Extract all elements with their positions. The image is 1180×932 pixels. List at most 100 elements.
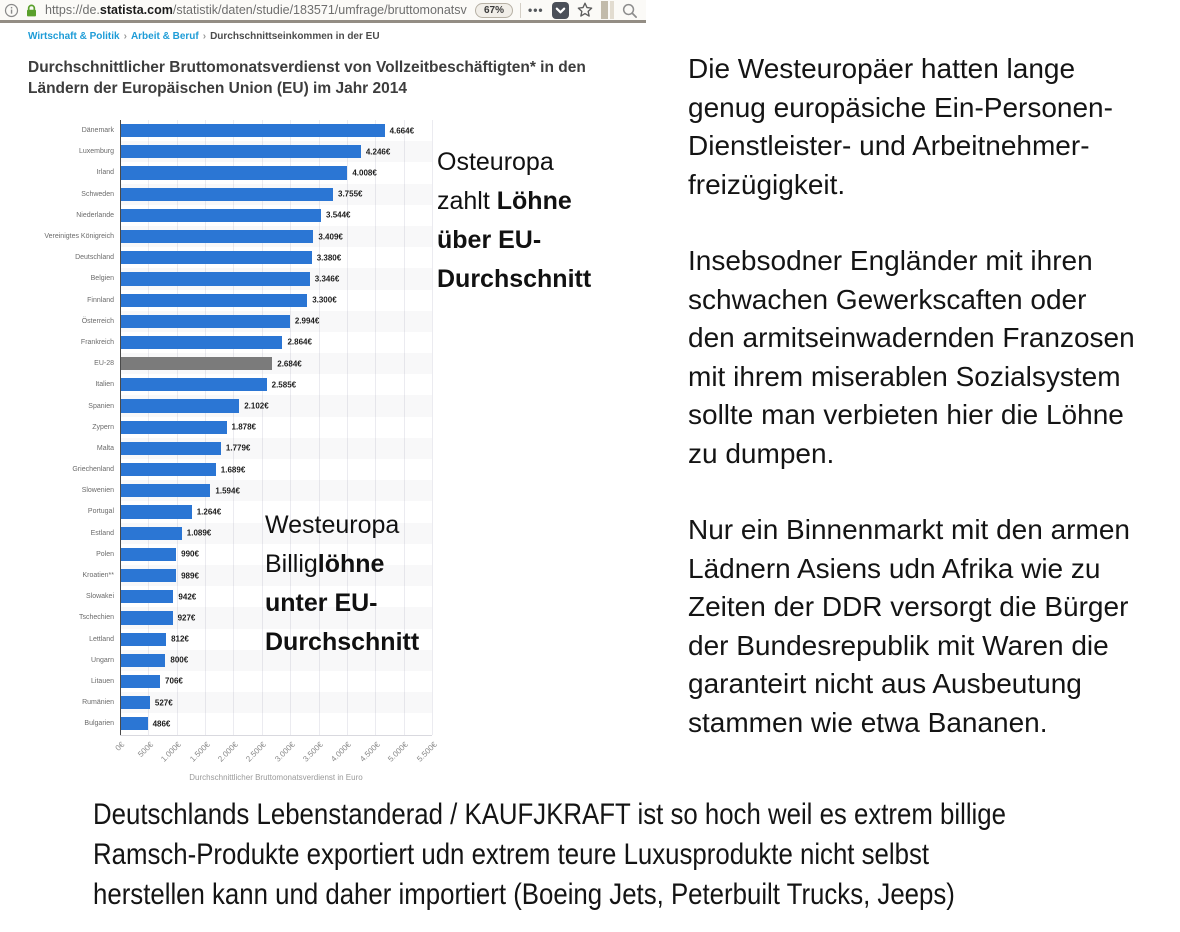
- chart-row: Rumänien 527€: [36, 692, 432, 714]
- chart-bar: [120, 145, 361, 159]
- chart-row: Irland 4.008€: [36, 162, 432, 183]
- chart-gridline: [233, 120, 235, 735]
- chart-row: Deutschland 3.380€: [36, 247, 432, 268]
- url-scheme: https://de.: [45, 3, 100, 17]
- chart-row: Ungarn 800€: [36, 649, 432, 671]
- chart-row-track: 2.585€: [120, 374, 432, 395]
- chart-row: Kroatien** 989€: [36, 564, 432, 587]
- chart-category-label: EU-28: [94, 360, 114, 368]
- chart-row: Schweden 3.755€: [36, 183, 432, 205]
- pocket-icon[interactable]: [551, 1, 569, 19]
- chart-row-track: 2.864€: [120, 332, 432, 353]
- chart-bar: [120, 590, 174, 604]
- chart-bar-value: 4.008€: [352, 168, 377, 178]
- chart-category-label: Polen: [96, 550, 114, 558]
- chart-category-label: Portugal: [87, 508, 114, 516]
- paragraph-3: Nur ein Binnenmarkt mit den armen Lädner…: [688, 514, 1130, 738]
- statista-bar-chart: Dänemark 4.664€ Luxemburg 4.246€ Irland 4.008…: [36, 120, 439, 782]
- chart-category-label: Kroatien**: [82, 572, 114, 580]
- chart-x-axis-ticks: 0€ 500€ 1.000€ 1.500€ 2.000€ 2.500€ 3.000€ 3.50…: [113, 740, 439, 764]
- chart-gridline: [375, 120, 377, 735]
- chart-row: Slowenien 1.594€: [36, 480, 432, 502]
- bookmark-star-icon[interactable]: [576, 1, 594, 19]
- chart-bar-value: 3.300€: [312, 295, 337, 305]
- chart-row-track: 2.684€: [120, 353, 432, 375]
- chart-bar: [120, 314, 290, 328]
- chart-category-label: Dänemark: [81, 127, 114, 135]
- chart-row-track: 800€: [120, 649, 432, 671]
- chart-bar: [120, 251, 312, 265]
- lock-icon[interactable]: [24, 3, 39, 18]
- chart-row: Spanien 2.102€: [36, 395, 432, 417]
- chart-bar-value: 927€: [177, 613, 196, 623]
- chart-category-label: Litauen: [91, 677, 114, 685]
- chart-row: Finnland 3.300€: [36, 290, 432, 311]
- chart-bar-value: 989€: [181, 571, 199, 581]
- breadcrumb-item[interactable]: Arbeit & Beruf: [130, 31, 199, 42]
- chart-gridline: [318, 120, 320, 735]
- chart-row: Griechenland 1.689€: [36, 459, 432, 480]
- chart-bar-value: 527€: [154, 698, 173, 708]
- annotation-line: zahlt Löhne: [437, 187, 572, 215]
- chart-bar-value: 2.102€: [244, 401, 269, 411]
- chart-row-track: 527€: [120, 692, 432, 714]
- chart-row-track: 1.689€: [120, 459, 432, 480]
- chart-row-track: 2.102€: [120, 395, 432, 417]
- chart-bar-value: 2.864€: [287, 337, 312, 347]
- chart-bar-value: 1.779€: [225, 443, 251, 453]
- chart-row: Frankreich 2.864€: [36, 332, 432, 353]
- chart-row-track: 486€: [120, 713, 432, 734]
- chart-x-axis-label: Durchschnittlicher Bruttomonatsverdienst…: [189, 773, 363, 782]
- chart-row-track: 990€: [120, 544, 432, 565]
- annotation-line: Osteuropa: [437, 148, 554, 176]
- zoom-level-badge[interactable]: 67%: [475, 2, 514, 18]
- chart-row-track: 3.380€: [120, 247, 432, 268]
- search-icon[interactable]: [621, 2, 638, 19]
- info-icon[interactable]: [4, 3, 19, 18]
- chart-row: Italien 2.585€: [36, 374, 432, 395]
- chart-bar: [120, 547, 177, 561]
- chart-bar-value: 2.994€: [294, 316, 320, 326]
- chart-row: Portugal 1.264€: [36, 501, 432, 522]
- breadcrumb-item[interactable]: Wirtschaft & Politik: [28, 31, 120, 42]
- chart-row-track: 3.544€: [120, 205, 432, 226]
- chart-bar-value: 3.346€: [314, 274, 340, 284]
- chart-category-label: Luxemburg: [78, 148, 114, 156]
- chart-bar-value: 3.409€: [318, 232, 343, 242]
- chart-row-track: 706€: [120, 671, 432, 692]
- chart-row-track: 1.594€: [120, 480, 432, 502]
- chart-bar-value: 3.755€: [338, 189, 363, 199]
- chart-row: Polen 990€: [36, 544, 432, 565]
- chart-bar: [120, 208, 322, 222]
- chart-category-label: Zypern: [92, 423, 114, 431]
- chart-row-track: 1.089€: [120, 522, 432, 544]
- annotation-line: unter EU-: [265, 589, 378, 617]
- more-actions-icon[interactable]: •••: [528, 3, 544, 17]
- browser-toolbar: https://de.statista.com/statistik/daten/…: [0, 0, 646, 23]
- annotation-line: Durchschnitt: [265, 628, 420, 656]
- chart-bar-value: 942€: [178, 592, 197, 602]
- chart-category-label: Niederlande: [76, 211, 114, 219]
- right-column-text: Die Westeuropäer hatten lange genug euro…: [688, 50, 1170, 780]
- paragraph-2: Insebsodner Engländer mit ihren schwache…: [688, 245, 1135, 469]
- chart-row: Vereinigtes Königreich 3.409€: [36, 225, 432, 248]
- url-field[interactable]: https://de.statista.com/statistik/daten/…: [45, 3, 469, 17]
- chart-bar-value: 4.664€: [389, 126, 415, 136]
- chart-gridline: [432, 120, 433, 735]
- chart-category-label: Irland: [96, 169, 114, 177]
- chart-bar: [120, 124, 385, 138]
- chart-category-label: Deutschland: [75, 254, 114, 262]
- chart-y-axis-line: [120, 120, 121, 735]
- chart-bar-value: 2.684€: [277, 359, 302, 369]
- chart-bar-value: 1.689€: [220, 465, 246, 475]
- chart-bar: [120, 229, 314, 244]
- breadcrumb: Wirtschaft & Politik › Arbeit & Beruf › Durc…: [28, 31, 380, 42]
- chart-row: Estland 1.089€: [36, 522, 432, 544]
- chart-gridline: [403, 120, 405, 735]
- chart-bar-value: 3.544€: [326, 210, 351, 220]
- url-path: /statistik/daten/studie/183571/umfrage/b…: [172, 3, 467, 17]
- chart-bar: [120, 611, 173, 625]
- chart-row-track: 4.246€: [120, 141, 432, 163]
- chart-bar-value: 1.594€: [215, 486, 240, 496]
- chart-bar: [120, 484, 211, 498]
